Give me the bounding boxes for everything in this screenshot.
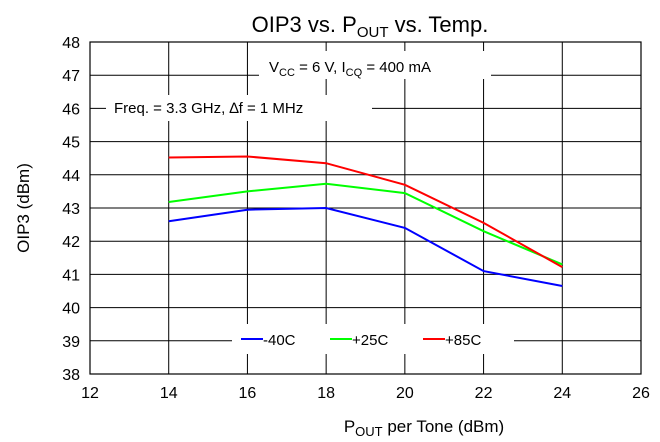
y-tick-label: 40 <box>62 301 80 318</box>
x-tick-label: 18 <box>317 385 335 402</box>
y-tick-label: 47 <box>62 68 80 85</box>
y-tick-labels: 38 39 40 41 42 43 44 45 46 47 48 <box>62 35 80 384</box>
y-tick-label: 45 <box>62 135 80 152</box>
legend-label: -40C <box>263 332 296 349</box>
y-tick-label: 39 <box>62 334 80 351</box>
x-tick-labels: 12 14 16 18 20 22 24 26 <box>81 385 650 402</box>
y-tick-label: 48 <box>62 35 80 52</box>
y-axis-label: OIP3 (dBm) <box>14 163 33 253</box>
x-tick-label: 14 <box>160 385 178 402</box>
x-tick-label: 26 <box>632 385 650 402</box>
plot-frame <box>89 41 642 375</box>
legend: -40C +25C +85C <box>232 324 514 354</box>
x-tick-label: 22 <box>475 385 493 402</box>
series-line <box>168 155 563 268</box>
series-line <box>168 182 563 266</box>
series-line <box>168 206 563 287</box>
y-tick-label: 46 <box>62 101 80 118</box>
annotations: VCC = 6 V, ICQ = 400 mA Freq. = 3.3 GHz,… <box>106 51 491 121</box>
x-axis-label: POUT per Tone (dBm) <box>344 417 504 439</box>
frequency-annotation: Freq. = 3.3 GHz, ∆f = 1 MHz <box>114 100 303 117</box>
conditions-annotation: VCC = 6 V, ICQ = 400 mA <box>269 59 431 79</box>
y-tick-label: 41 <box>62 267 80 284</box>
legend-label: +25C <box>352 332 388 349</box>
x-tick-label: 12 <box>81 385 99 402</box>
y-tick-label: 42 <box>62 234 80 251</box>
y-tick-label: 43 <box>62 201 80 218</box>
y-tick-label: 44 <box>62 168 80 185</box>
data-series <box>168 155 563 287</box>
x-tick-label: 24 <box>553 385 571 402</box>
x-tick-label: 20 <box>396 385 414 402</box>
y-tick-label: 38 <box>62 367 80 384</box>
x-tick-label: 16 <box>239 385 257 402</box>
chart-title: OIP3 vs. POUT vs. Temp. <box>252 12 489 41</box>
legend-label: +85C <box>445 332 481 349</box>
